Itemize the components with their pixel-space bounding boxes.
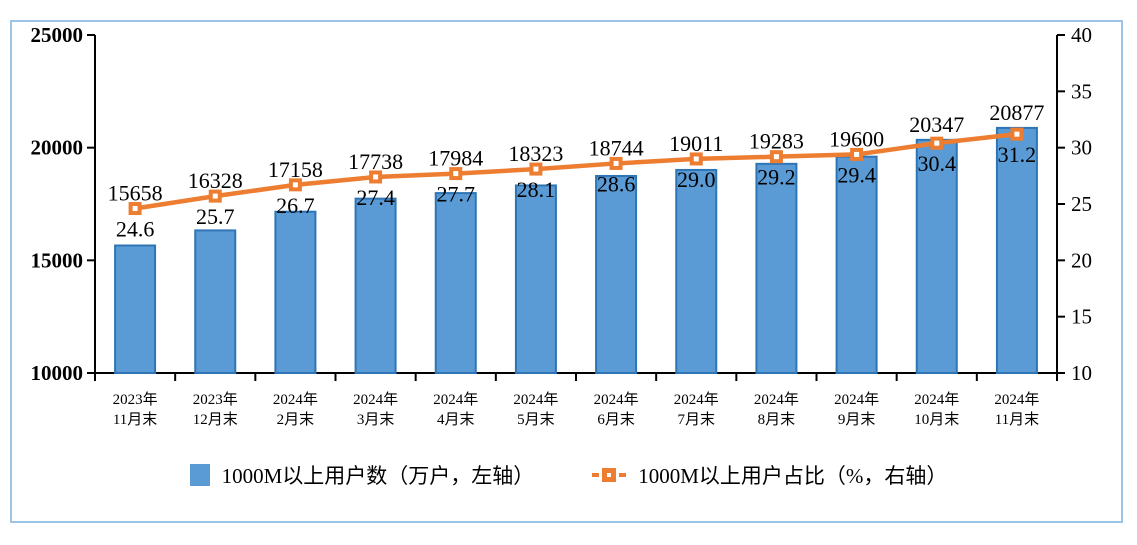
bar: [514, 184, 557, 374]
line-series-marker-center: [533, 166, 539, 172]
x-axis-category-label-year: 2024年: [353, 391, 398, 408]
line-value-label: 28.6: [597, 171, 636, 196]
line-value-label: 29.0: [677, 167, 716, 192]
right-axis-tick-label: 30: [1071, 136, 1092, 160]
line-series-marker-center: [212, 193, 218, 199]
right-axis-tick-label: 25: [1071, 192, 1092, 216]
bar: [434, 192, 477, 374]
right-axis-tick-label: 20: [1071, 248, 1092, 272]
bar-value-label: 17984: [428, 146, 483, 171]
bar-value-label: 20877: [989, 100, 1044, 125]
left-axis-tick-label: 25000: [31, 23, 84, 47]
line-value-label: 28.1: [517, 177, 556, 202]
line-series-marker-center: [854, 151, 860, 157]
bar-value-label: 20347: [909, 112, 964, 137]
bar-value-label: 19600: [829, 126, 884, 151]
line-value-label: 27.7: [437, 182, 476, 207]
x-axis-category-label-year: 2024年: [754, 391, 799, 408]
x-axis-category-label-month: 7月末: [677, 411, 715, 428]
line-series-marker-center: [693, 156, 699, 162]
x-axis-category-label-month: 9月末: [838, 411, 876, 428]
right-axis-tick-label: 15: [1071, 305, 1092, 329]
bar-value-label: 15658: [108, 181, 163, 206]
bar: [274, 210, 317, 374]
x-axis-category-label-month: 2月末: [277, 411, 315, 428]
line-series-marker-center: [773, 154, 779, 160]
legend-item-line-series: 1000M以上用户占比（%，右轴）: [592, 460, 947, 490]
line-value-label: 27.4: [356, 185, 395, 210]
x-axis-category-label-year: 2024年: [914, 391, 959, 408]
bar-value-label: 19283: [749, 129, 804, 154]
right-axis-tick-label: 40: [1071, 23, 1092, 47]
line-series-marker-icon: [592, 468, 627, 482]
x-axis-category-label-month: 8月末: [758, 411, 796, 428]
line-series-marker-center: [132, 206, 138, 212]
line-value-label: 31.2: [998, 142, 1037, 167]
x-axis-category-label-month: 12月末: [193, 411, 238, 428]
x-axis-category-label-month: 4月末: [437, 411, 475, 428]
bar-value-label: 19011: [669, 131, 723, 156]
bar-series-label: 1000M以上用户数（万户，左轴）: [221, 464, 535, 488]
x-axis-category-label-year: 2024年: [674, 391, 719, 408]
x-axis-category-label-year: 2024年: [433, 391, 478, 408]
left-axis-tick-label: 20000: [31, 136, 84, 160]
x-axis-category-label-month: 11月末: [995, 411, 1039, 428]
bar: [755, 162, 798, 374]
line-value-label: 25.7: [196, 204, 235, 229]
legend-item-bar-series: 1000M以上用户数（万户，左轴）: [189, 460, 535, 490]
bar: [194, 229, 237, 374]
line-series-marker-center: [1014, 131, 1020, 137]
x-axis-category-label-year: 2024年: [994, 391, 1039, 408]
line-series-marker-center: [934, 140, 940, 146]
bar-value-label: 18744: [589, 135, 644, 160]
bar-value-label: 17738: [348, 149, 403, 174]
x-axis-category-label-year: 2024年: [834, 391, 879, 408]
right-axis-tick-label: 35: [1071, 79, 1092, 103]
bar: [114, 244, 157, 374]
bar: [835, 155, 878, 374]
line-series-label: 1000M以上用户占比（%，右轴）: [638, 464, 948, 488]
line-series-path: [134, 131, 1018, 211]
line-series-marker-center: [292, 182, 298, 188]
line-value-label: 24.6: [116, 217, 155, 242]
x-axis-category-label-month: 5月末: [517, 411, 555, 428]
bar: [995, 126, 1038, 374]
bar-series-swatch-icon: [189, 464, 210, 486]
bar: [595, 174, 638, 374]
left-axis-tick-label: 10000: [31, 361, 84, 385]
x-axis-category-label-year: 2024年: [273, 391, 318, 408]
x-axis-category-label-year: 2024年: [513, 391, 558, 408]
line-value-label: 29.2: [757, 165, 796, 190]
line-series-marker-center: [453, 171, 459, 177]
x-axis-category-label-year: 2024年: [594, 391, 639, 408]
bar-value-label: 18323: [508, 141, 563, 166]
line-series-marker-center: [373, 174, 379, 180]
bar-value-label: 16328: [188, 168, 243, 193]
line-value-label: 26.7: [276, 193, 315, 218]
left-axis-tick-label: 15000: [31, 248, 84, 272]
line-series-marker-center: [613, 160, 619, 166]
line-value-label: 30.4: [918, 151, 957, 176]
x-axis-category-label-month: 11月末: [113, 411, 157, 428]
line-value-label: 29.4: [837, 162, 876, 187]
x-axis-category-label-year: 2023年: [113, 391, 158, 408]
x-axis-category-label-month: 3月末: [357, 411, 395, 428]
x-axis-category-label-year: 2023年: [193, 391, 238, 408]
right-axis-tick-label: 10: [1071, 361, 1092, 385]
bar: [354, 197, 397, 374]
x-axis-category-label-month: 10月末: [914, 411, 959, 428]
chart-legend: 1000M以上用户数（万户，左轴） 1000M以上用户占比（%，右轴）: [0, 455, 1137, 495]
x-axis-category-label-month: 6月末: [597, 411, 635, 428]
bar-value-label: 17158: [268, 157, 323, 182]
bar: [675, 168, 718, 374]
